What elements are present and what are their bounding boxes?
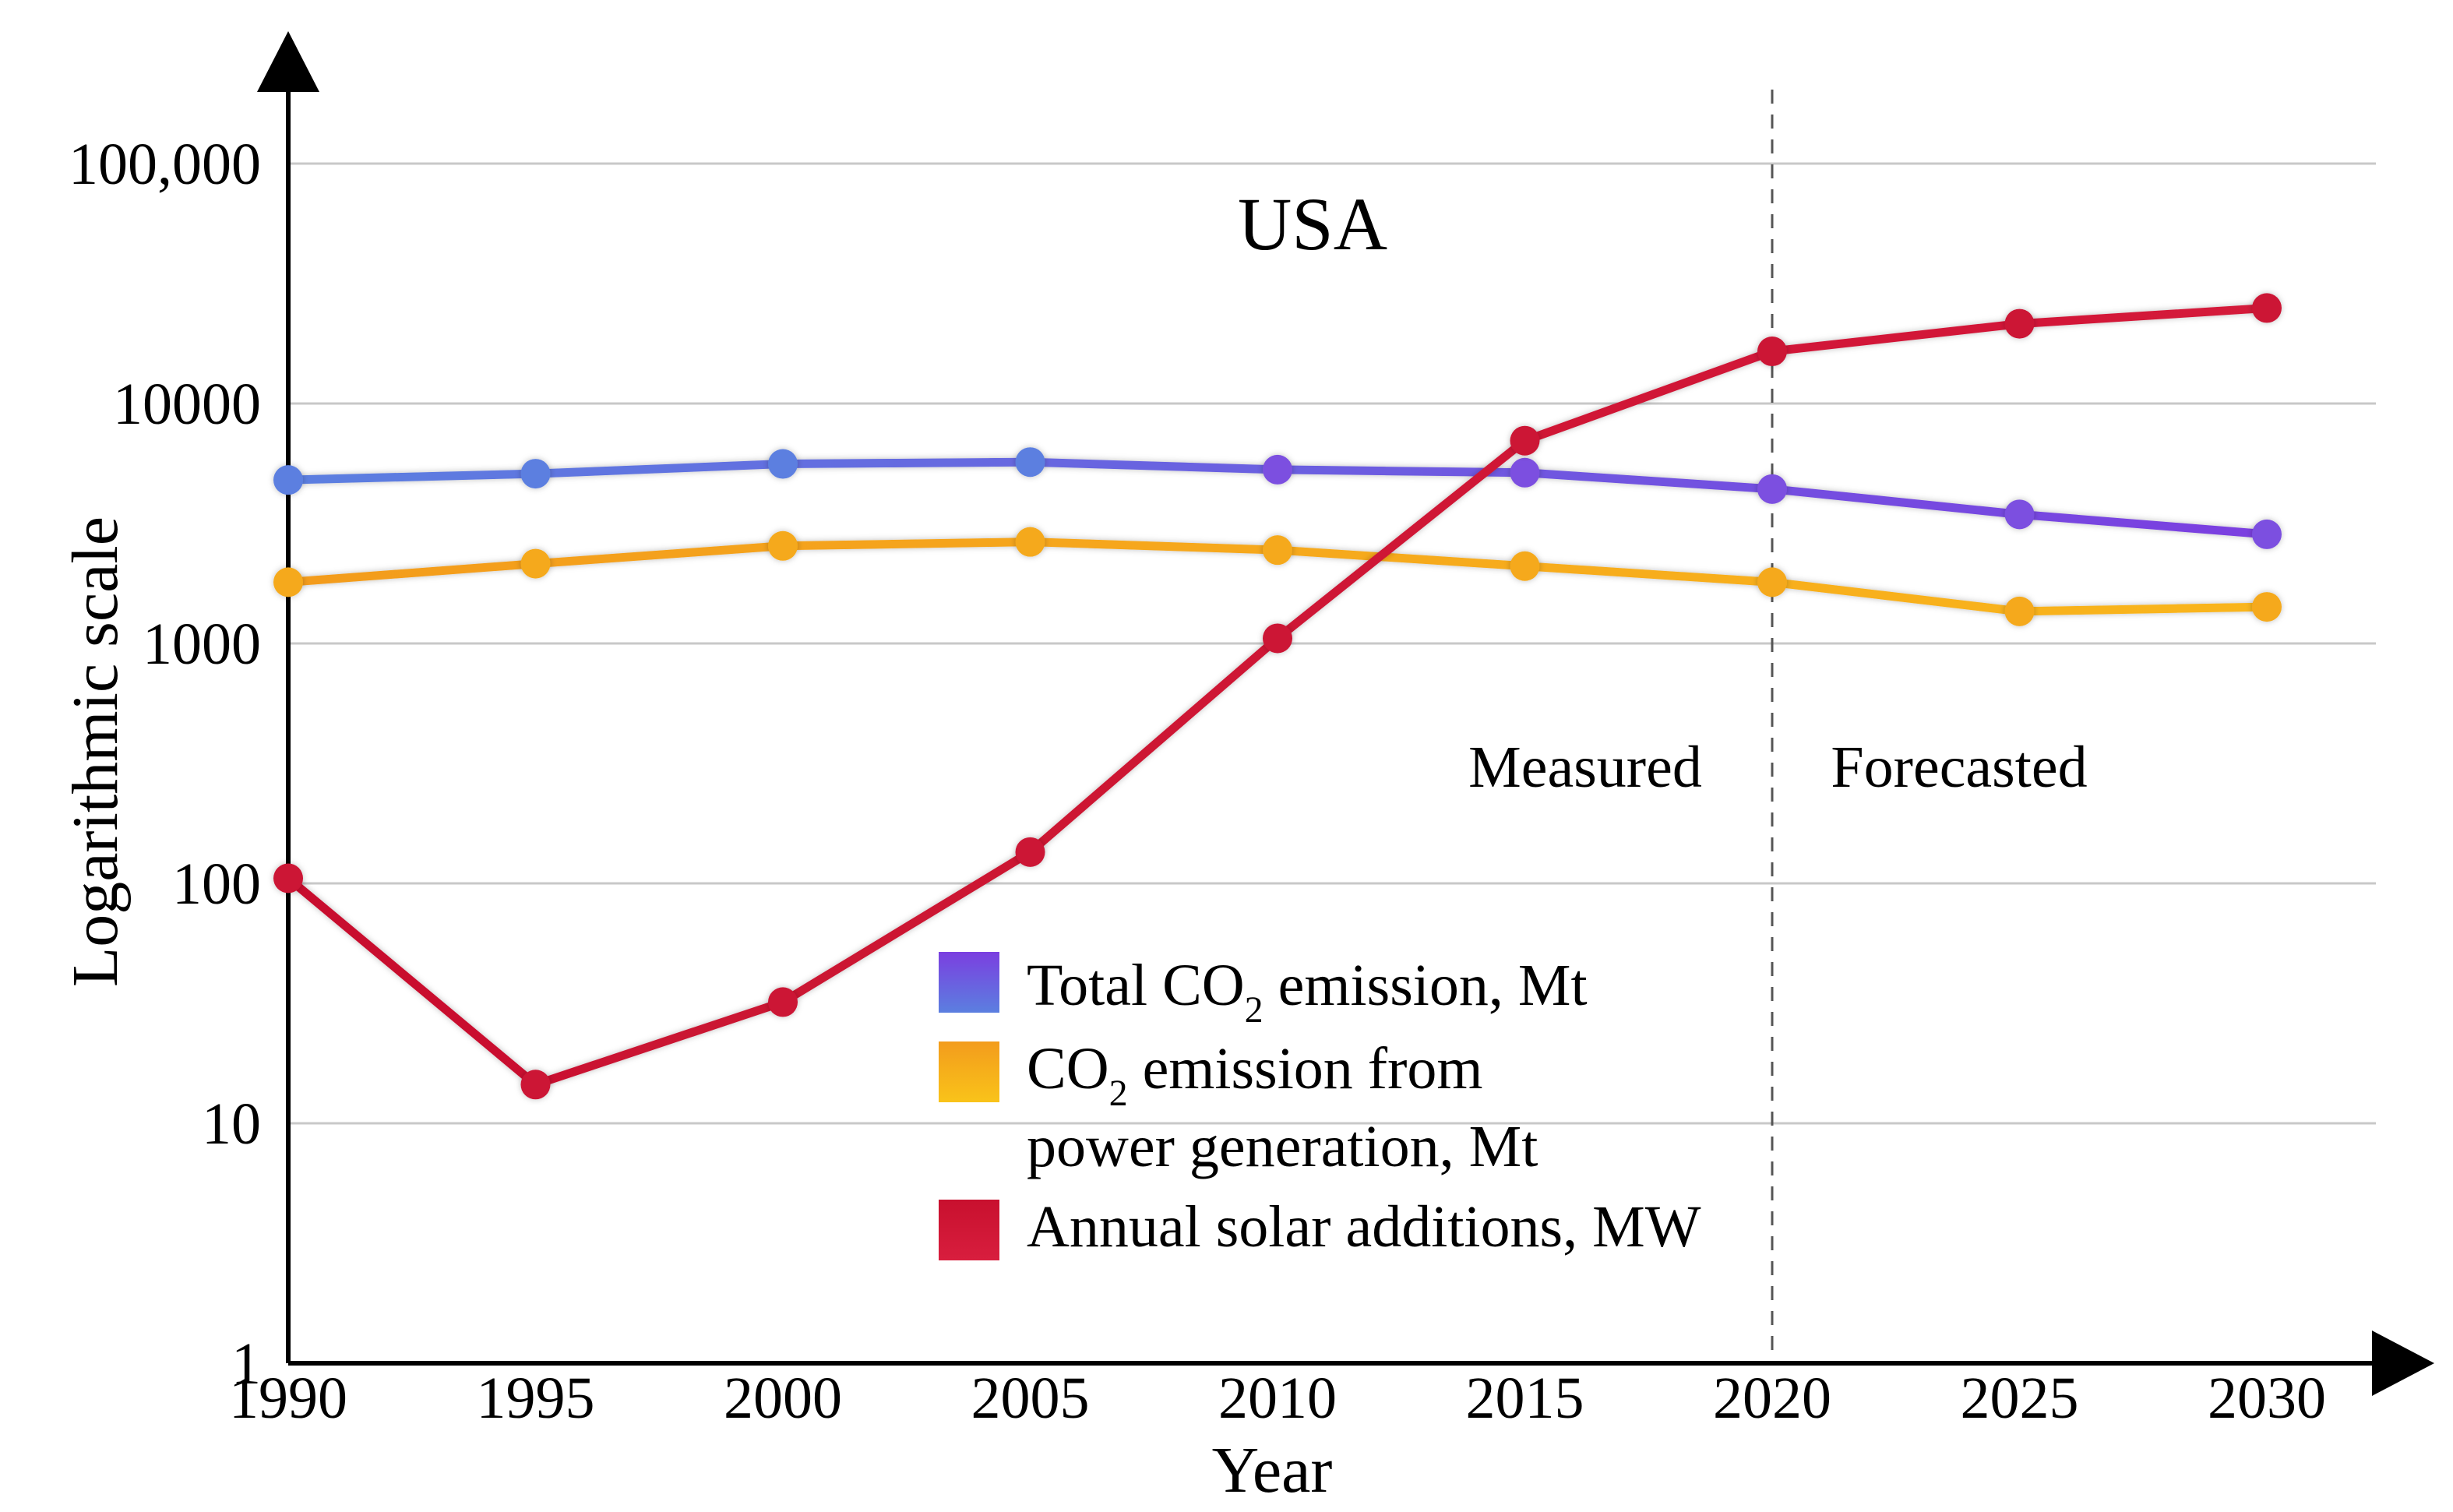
y-tick-label: 10000 bbox=[113, 372, 261, 437]
legend-label-total-co2: Total CO2 emission, Mt bbox=[1027, 953, 1588, 1031]
y-tick-label: 100 bbox=[172, 851, 261, 917]
x-tick-label: 2000 bbox=[724, 1366, 842, 1431]
gridlines bbox=[288, 162, 2376, 1125]
data-point bbox=[1015, 837, 1045, 867]
data-point bbox=[273, 567, 303, 597]
y-tick-label: 1000 bbox=[143, 611, 261, 677]
data-point bbox=[1757, 567, 1787, 597]
data-point bbox=[2004, 596, 2035, 626]
legend-label-power-co2-line2: power generation, Mt bbox=[1027, 1114, 1538, 1179]
data-point bbox=[273, 863, 303, 893]
x-tick-label: 1990 bbox=[229, 1366, 347, 1431]
x-tick-label: 2005 bbox=[971, 1366, 1090, 1431]
data-point bbox=[1510, 457, 1540, 488]
x-tick-labels: 1990 1995 2000 2005 2010 2015 2020 2025 2030 bbox=[229, 1366, 2326, 1431]
legend-item: Total CO2 emission, Mt bbox=[939, 952, 1588, 1031]
data-point bbox=[2252, 519, 2282, 549]
data-point bbox=[1263, 535, 1292, 566]
y-tick-label: 100,000 bbox=[69, 132, 261, 197]
y-axis-title: Logarithmic scale bbox=[59, 516, 132, 987]
x-tick-label: 2020 bbox=[1713, 1366, 1831, 1431]
data-point bbox=[273, 465, 303, 495]
data-point bbox=[1263, 454, 1292, 485]
series-3 bbox=[273, 293, 2282, 1100]
y-tick-labels: 1 10 100 1000 10000 100,000 bbox=[69, 132, 261, 1397]
data-point bbox=[520, 459, 551, 489]
data-point bbox=[1757, 474, 1787, 504]
legend-swatch-power-co2 bbox=[939, 1041, 999, 1102]
measured-label: Measured bbox=[1468, 735, 1702, 800]
data-point bbox=[520, 1070, 551, 1100]
legend: Total CO2 emission, Mt CO2 emission from… bbox=[939, 952, 1701, 1260]
data-point bbox=[2252, 592, 2282, 622]
legend-swatch-total-co2 bbox=[939, 952, 999, 1013]
data-point bbox=[1757, 337, 1787, 367]
chart-title: USA bbox=[1238, 182, 1387, 266]
legend-label-solar: Annual solar additions, MW bbox=[1027, 1194, 1701, 1260]
y-tick-label: 1 bbox=[231, 1331, 261, 1397]
x-tick-label: 2010 bbox=[1218, 1366, 1337, 1431]
axes bbox=[257, 31, 2434, 1396]
x-tick-label: 2015 bbox=[1466, 1366, 1584, 1431]
y-axis-arrow bbox=[257, 31, 319, 92]
x-tick-label: 2030 bbox=[2208, 1366, 2326, 1431]
data-point bbox=[1510, 551, 1540, 581]
forecasted-label: Forecasted bbox=[1831, 735, 2087, 800]
legend-swatch-solar bbox=[939, 1200, 999, 1260]
data-point bbox=[768, 449, 798, 479]
series-layer bbox=[273, 293, 2282, 1100]
legend-label-power-co2: CO2 emission from bbox=[1027, 1036, 1483, 1114]
legend-item: CO2 emission from power generation, Mt bbox=[939, 1036, 1538, 1179]
x-tick-label: 1995 bbox=[477, 1366, 595, 1431]
series-1 bbox=[273, 447, 2282, 549]
data-point bbox=[2004, 308, 2035, 339]
data-point bbox=[2252, 293, 2282, 323]
legend-item: Annual solar additions, MW bbox=[939, 1194, 1701, 1260]
data-point bbox=[768, 987, 798, 1017]
data-point bbox=[1510, 425, 1540, 456]
data-point bbox=[1015, 447, 1045, 478]
y-tick-label: 10 bbox=[202, 1091, 261, 1157]
data-point bbox=[2004, 499, 2035, 530]
data-point bbox=[1015, 527, 1045, 557]
x-axis-title: Year bbox=[1212, 1434, 1333, 1507]
data-point bbox=[768, 530, 798, 561]
data-point bbox=[520, 548, 551, 579]
x-tick-label: 2025 bbox=[1961, 1366, 2079, 1431]
x-axis-arrow bbox=[2372, 1330, 2434, 1396]
series-2 bbox=[273, 527, 2282, 626]
data-point bbox=[1263, 623, 1292, 654]
